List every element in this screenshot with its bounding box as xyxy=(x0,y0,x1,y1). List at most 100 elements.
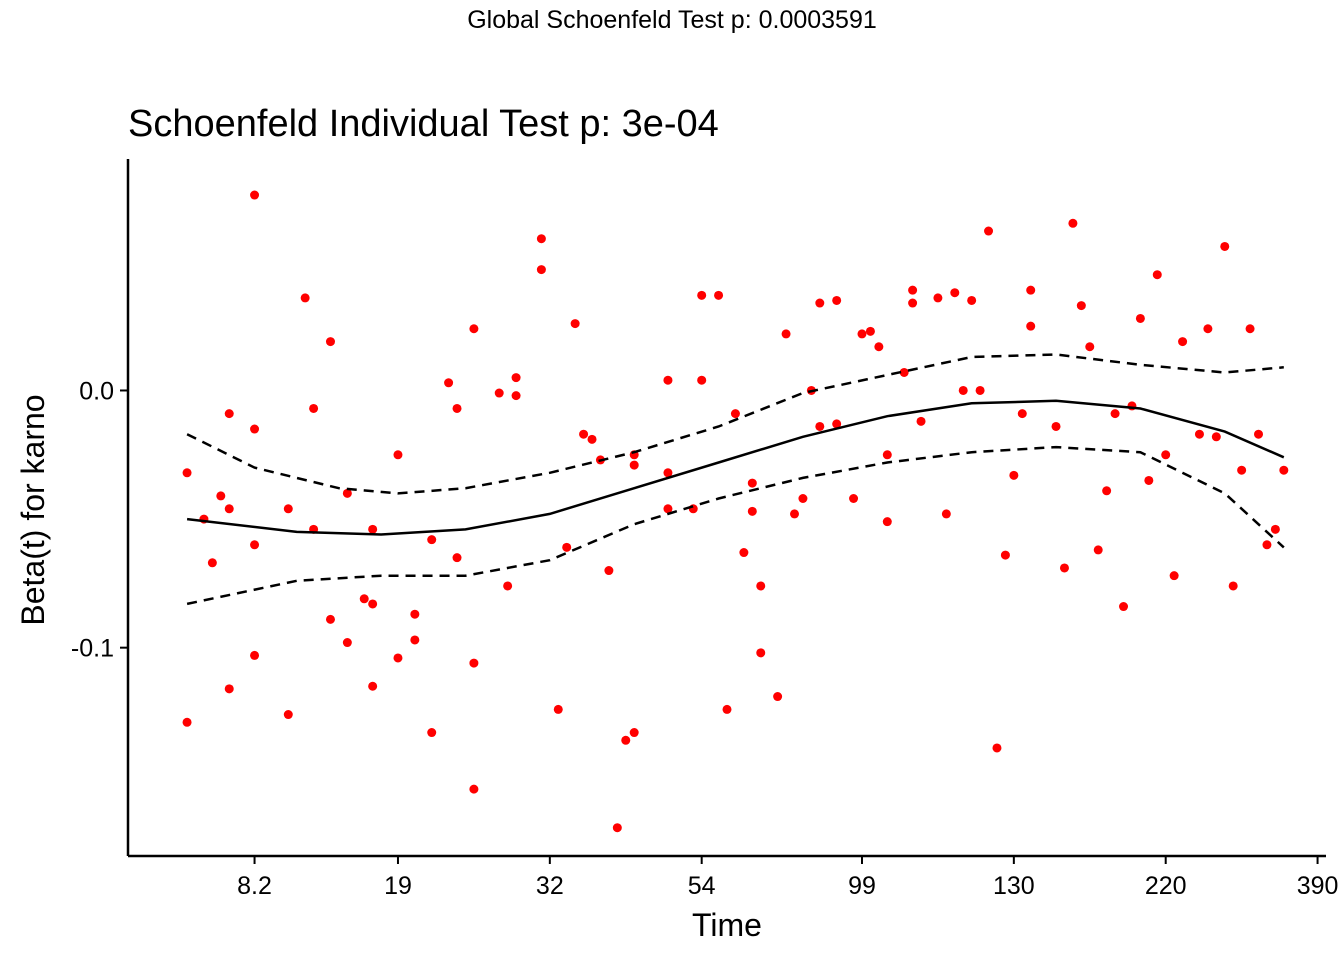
residual-point xyxy=(579,429,589,439)
residual-point xyxy=(368,524,378,534)
residual-point xyxy=(427,728,437,738)
residual-point xyxy=(494,388,504,398)
residual-point xyxy=(368,599,378,609)
ticks: 8.2 19 32 54 99 130 220 390 0.0 -0.1 xyxy=(71,377,1339,900)
residual-point xyxy=(781,329,791,339)
residual-point xyxy=(1270,524,1280,534)
residual-point xyxy=(933,293,943,303)
residual-point xyxy=(865,326,875,336)
residual-point xyxy=(730,409,740,419)
residual-point xyxy=(663,375,673,385)
residual-point xyxy=(393,653,403,663)
y-axis-title: Beta(t) for karno xyxy=(15,394,51,625)
residual-point xyxy=(688,504,698,514)
residual-point xyxy=(283,504,293,514)
residual-point xyxy=(1017,409,1027,419)
residual-point xyxy=(967,295,977,305)
x-tick-label: 54 xyxy=(688,872,716,900)
residual-point xyxy=(908,298,918,308)
residual-point xyxy=(882,450,892,460)
residual-point xyxy=(553,704,563,714)
x-tick-label: 8.2 xyxy=(237,872,272,900)
series-layer xyxy=(182,190,1289,833)
confidence-band-lower xyxy=(186,445,1285,606)
residual-point xyxy=(1093,545,1103,555)
residual-point xyxy=(570,319,580,329)
residual-point xyxy=(182,717,192,727)
residual-point xyxy=(621,735,631,745)
x-axis-title: Time xyxy=(692,907,762,943)
residual-point xyxy=(452,553,462,563)
residual-point xyxy=(368,681,378,691)
residual-point xyxy=(325,337,335,347)
residual-point xyxy=(1068,218,1078,228)
residual-point xyxy=(1237,465,1247,475)
residual-point xyxy=(629,460,639,470)
residual-point xyxy=(469,784,479,794)
residual-point xyxy=(882,517,892,527)
residual-point xyxy=(1254,429,1264,439)
residual-point xyxy=(1203,324,1213,334)
residual-point xyxy=(1085,342,1095,352)
residual-point xyxy=(1262,540,1272,550)
residual-point xyxy=(815,298,825,308)
residual-point xyxy=(1279,465,1289,475)
residual-point xyxy=(992,743,1002,753)
residual-point xyxy=(309,403,319,413)
residual-point xyxy=(536,234,546,244)
residual-point xyxy=(207,558,217,568)
axes xyxy=(126,159,1326,858)
residual-point xyxy=(629,728,639,738)
confidence-band-upper xyxy=(186,353,1284,495)
residual-point xyxy=(1169,571,1179,581)
residual-point xyxy=(224,504,234,514)
residual-point xyxy=(950,288,960,298)
residual-point xyxy=(1009,470,1019,480)
residual-point xyxy=(342,638,352,648)
residual-point xyxy=(747,478,757,488)
residual-point xyxy=(359,594,369,604)
residual-point xyxy=(562,542,572,552)
residual-point xyxy=(899,367,909,377)
plot-title: Schoenfeld Individual Test p: 3e-04 xyxy=(128,103,719,145)
residual-point xyxy=(250,540,260,550)
residual-point xyxy=(1144,475,1154,485)
residual-point xyxy=(747,506,757,516)
residual-point xyxy=(756,581,766,591)
residual-point xyxy=(663,468,673,478)
residual-point xyxy=(714,290,724,300)
residual-point xyxy=(832,295,842,305)
residual-point xyxy=(916,416,926,426)
residual-point xyxy=(224,684,234,694)
residual-point xyxy=(325,614,335,624)
residual-point xyxy=(849,493,859,503)
residual-point xyxy=(697,290,707,300)
residual-point xyxy=(511,373,521,383)
residual-point xyxy=(511,391,521,401)
y-tick-label: -0.1 xyxy=(71,635,114,663)
x-tick-label: 390 xyxy=(1297,872,1339,900)
residual-point xyxy=(393,450,403,460)
residual-point xyxy=(1119,602,1129,612)
residual-point xyxy=(1026,321,1036,331)
residual-point xyxy=(410,635,420,645)
residual-point xyxy=(908,285,918,295)
residual-point xyxy=(182,468,192,478)
residual-point xyxy=(984,226,994,236)
residual-point xyxy=(503,581,513,591)
residual-point xyxy=(722,704,732,714)
fit-line xyxy=(186,399,1285,536)
residual-point xyxy=(410,609,420,619)
residual-point xyxy=(1110,409,1120,419)
residual-point xyxy=(469,658,479,668)
residual-point xyxy=(1051,421,1061,431)
residual-point xyxy=(798,493,808,503)
residual-point xyxy=(1102,486,1112,496)
residual-point xyxy=(216,491,226,501)
residual-point xyxy=(536,265,546,275)
residual-point xyxy=(773,692,783,702)
residual-point xyxy=(342,488,352,498)
residual-point xyxy=(832,419,842,429)
residual-point xyxy=(697,375,707,385)
residual-point xyxy=(612,823,622,833)
